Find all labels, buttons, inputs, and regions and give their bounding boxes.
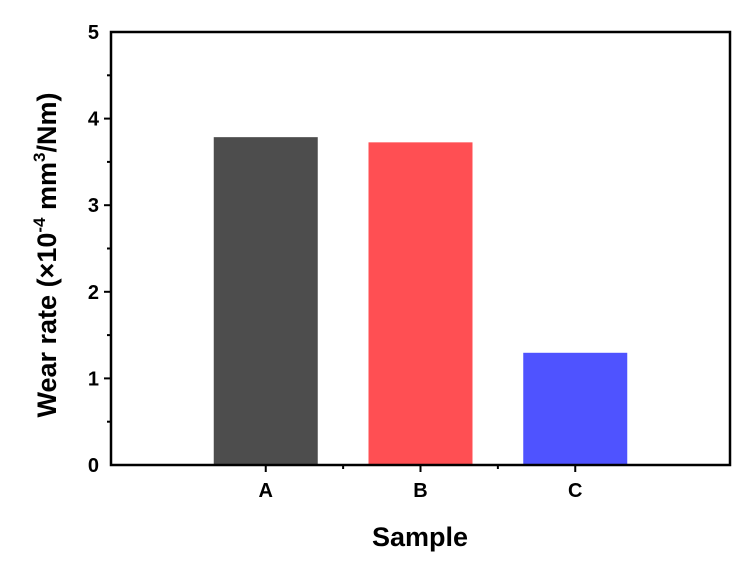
y-tick-label: 2 — [88, 282, 99, 304]
bar-a — [213, 137, 318, 466]
bar-b — [368, 142, 473, 466]
y-axis-title: Wear rate (×10-4 mm3/Nm) — [30, 93, 62, 418]
y-axis-title-exponent-2: 3 — [30, 153, 49, 162]
x-tick-label-a: A — [259, 480, 273, 502]
y-tick-label: 4 — [88, 109, 100, 131]
y-axis-title-suffix: /Nm) — [32, 93, 62, 153]
y-tick-label: 1 — [88, 368, 99, 390]
x-axis-title: Sample — [372, 522, 468, 552]
y-tick-label: 0 — [88, 455, 99, 477]
y-tick-label: 5 — [88, 22, 99, 44]
x-axis: A B C — [259, 465, 582, 502]
bar-c — [523, 352, 628, 466]
y-axis-title-middle: mm — [32, 162, 62, 218]
x-tick-label-c: C — [568, 480, 582, 502]
bars-group — [213, 137, 628, 466]
x-tick-label-b: B — [413, 480, 427, 502]
y-axis-title-exponent-1: -4 — [30, 217, 49, 233]
y-tick-label: 3 — [88, 195, 99, 217]
y-axis-title-prefix: Wear rate (×10 — [32, 233, 62, 418]
y-axis: 0 1 2 3 4 5 — [88, 22, 111, 477]
